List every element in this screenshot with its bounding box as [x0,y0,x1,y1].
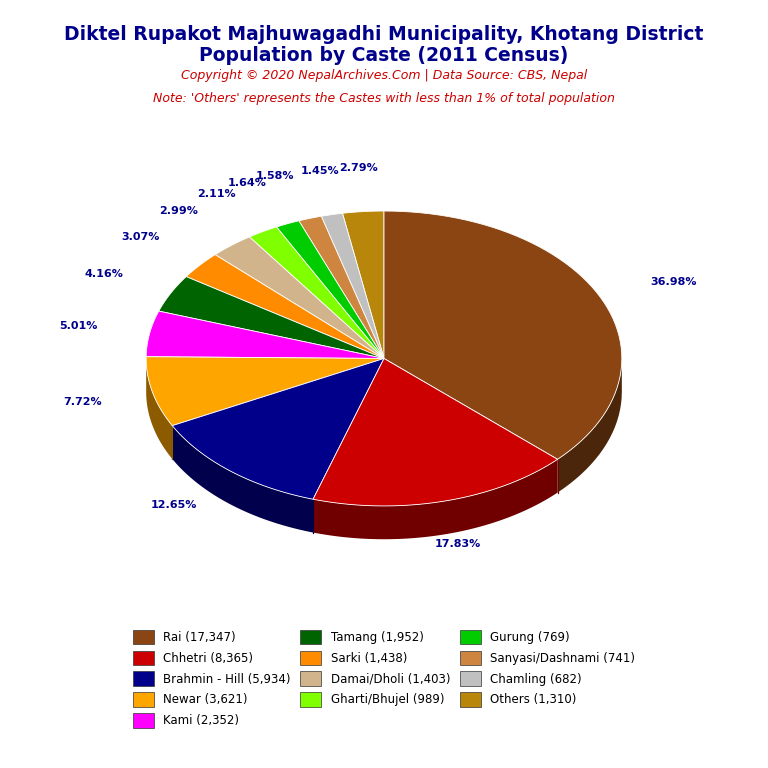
Text: 4.16%: 4.16% [84,269,124,279]
Polygon shape [299,217,384,359]
Polygon shape [146,311,384,359]
Polygon shape [172,425,313,532]
Text: 2.79%: 2.79% [339,163,378,173]
Text: 1.58%: 1.58% [255,171,293,181]
Text: 1.45%: 1.45% [301,167,339,177]
Polygon shape [186,255,384,359]
Text: 1.64%: 1.64% [227,178,266,188]
Polygon shape [146,359,172,459]
Polygon shape [250,227,384,359]
Text: Copyright © 2020 NepalArchives.Com | Data Source: CBS, Nepal: Copyright © 2020 NepalArchives.Com | Dat… [181,69,587,82]
Text: 36.98%: 36.98% [650,277,697,287]
Polygon shape [172,359,384,499]
Text: Population by Caste (2011 Census): Population by Caste (2011 Census) [200,46,568,65]
Text: 7.72%: 7.72% [63,397,101,407]
Polygon shape [276,220,384,359]
Text: Diktel Rupakot Majhuwagadhi Municipality, Khotang District: Diktel Rupakot Majhuwagadhi Municipality… [65,25,703,44]
Text: 2.99%: 2.99% [159,207,198,217]
Text: Note: 'Others' represents the Castes with less than 1% of total population: Note: 'Others' represents the Castes wit… [153,92,615,105]
Polygon shape [313,459,558,539]
Polygon shape [321,214,384,359]
Text: 5.01%: 5.01% [60,321,98,331]
Text: 2.11%: 2.11% [197,189,236,199]
Polygon shape [215,237,384,359]
Polygon shape [384,211,622,459]
Polygon shape [313,359,558,506]
Polygon shape [343,211,384,359]
Polygon shape [146,356,384,425]
Text: 17.83%: 17.83% [435,539,481,549]
Text: 12.65%: 12.65% [151,500,197,510]
Polygon shape [159,276,384,359]
Text: 3.07%: 3.07% [121,232,159,242]
Polygon shape [558,359,622,492]
Legend: Rai (17,347), Chhetri (8,365), Brahmin - Hill (5,934), Newar (3,621), Kami (2,35: Rai (17,347), Chhetri (8,365), Brahmin -… [129,626,639,731]
